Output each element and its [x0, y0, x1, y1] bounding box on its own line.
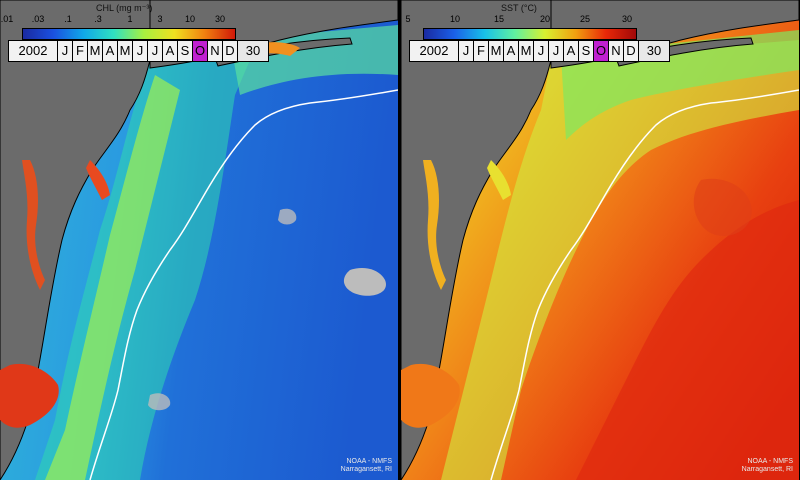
pamlico-sound: [0, 363, 59, 428]
credit-text: NOAA - NMFS Narragansett, RI: [341, 458, 392, 474]
shelf-break-line: [89, 89, 398, 480]
colorbar-ticks: .01 .03 .1 .3 1 3 10 30: [0, 14, 240, 25]
month-dec: D: [223, 41, 238, 61]
warm-eddy: [693, 178, 752, 236]
sst-map: [401, 0, 799, 480]
month-nov: N: [609, 41, 624, 61]
month-may: M: [519, 41, 534, 61]
tick-label: 10: [184, 14, 196, 24]
date-strip: 2002 J F M A M J J A S O N D 30: [409, 40, 670, 62]
tick-label: .03: [31, 14, 45, 24]
delaware-bay: [487, 160, 511, 200]
credit-text: NOAA - NMFS Narragansett, RI: [742, 458, 793, 474]
coastal-chl-band: [45, 75, 180, 480]
month-sep: S: [579, 41, 594, 61]
gulf-stream-warm: [576, 200, 799, 480]
year-label: 2002: [410, 41, 459, 61]
tick-label: .1: [64, 14, 72, 24]
month-oct-active: O: [193, 41, 208, 61]
tick-label: .01: [0, 14, 14, 24]
year-label: 2002: [9, 41, 58, 61]
month-jul: J: [549, 41, 564, 61]
sst-legend: SST (°C) 5 10 15 20 25 30 2002 J F M A M…: [401, 0, 799, 70]
month-sep: S: [178, 41, 193, 61]
colorbar-gradient: [22, 28, 236, 40]
credit-line2: Narragansett, RI: [340, 466, 392, 473]
chlorophyll-map: [0, 0, 398, 480]
month-apr: A: [103, 41, 118, 61]
shelf-cool-water: [441, 40, 799, 480]
colorbar-ticks: 5 10 15 20 25 30: [405, 14, 641, 25]
colorbar-title: SST (°C): [501, 3, 537, 13]
month-oct-active: O: [594, 41, 609, 61]
month-jun: J: [534, 41, 549, 61]
month-apr: A: [504, 41, 519, 61]
colorbar-gradient: [423, 28, 637, 40]
date-strip: 2002 J F M A M J J A S O N D 30: [8, 40, 269, 62]
day-label: 30: [639, 41, 669, 61]
tick-label: 15: [493, 14, 505, 24]
month-aug: A: [163, 41, 178, 61]
cloud-patch: [148, 393, 171, 411]
tick-label: 30: [621, 14, 633, 24]
credit-line1: NOAA - NMFS: [747, 458, 793, 465]
cloud-patch: [343, 268, 386, 296]
tick-label: 25: [579, 14, 591, 24]
month-feb: F: [73, 41, 88, 61]
month-jun: J: [133, 41, 148, 61]
chesapeake-bay: [423, 160, 446, 290]
tick-label: .3: [94, 14, 102, 24]
credit-line2: Narragansett, RI: [741, 466, 793, 473]
tick-label: 5: [405, 14, 411, 24]
tick-label: 30: [214, 14, 226, 24]
chesapeake-bay: [22, 160, 45, 290]
tick-label: 10: [449, 14, 461, 24]
tick-label: 3: [157, 14, 163, 24]
month-jan: J: [459, 41, 474, 61]
panel-divider: [398, 0, 401, 480]
month-jan: J: [58, 41, 73, 61]
tick-label: 20: [539, 14, 551, 24]
month-mar: M: [88, 41, 103, 61]
chlorophyll-panel: CHL (mg m⁻³) .01 .03 .1 .3 1 3 10 30 200…: [0, 0, 398, 480]
month-aug: A: [564, 41, 579, 61]
day-label: 30: [238, 41, 268, 61]
shelf-break-line: [490, 89, 799, 480]
month-may: M: [118, 41, 133, 61]
credit-line1: NOAA - NMFS: [346, 458, 392, 465]
month-dec: D: [624, 41, 639, 61]
month-nov: N: [208, 41, 223, 61]
month-jul: J: [148, 41, 163, 61]
month-mar: M: [489, 41, 504, 61]
cloud-patch: [278, 208, 297, 225]
chlorophyll-legend: CHL (mg m⁻³) .01 .03 .1 .3 1 3 10 30 200…: [0, 0, 398, 70]
pamlico-sound: [401, 363, 460, 428]
tick-label: 1: [127, 14, 133, 24]
month-feb: F: [474, 41, 489, 61]
colorbar-title: CHL (mg m⁻³): [96, 3, 153, 13]
sst-panel: SST (°C) 5 10 15 20 25 30 2002 J F M A M…: [401, 0, 799, 480]
delaware-bay: [86, 160, 110, 200]
